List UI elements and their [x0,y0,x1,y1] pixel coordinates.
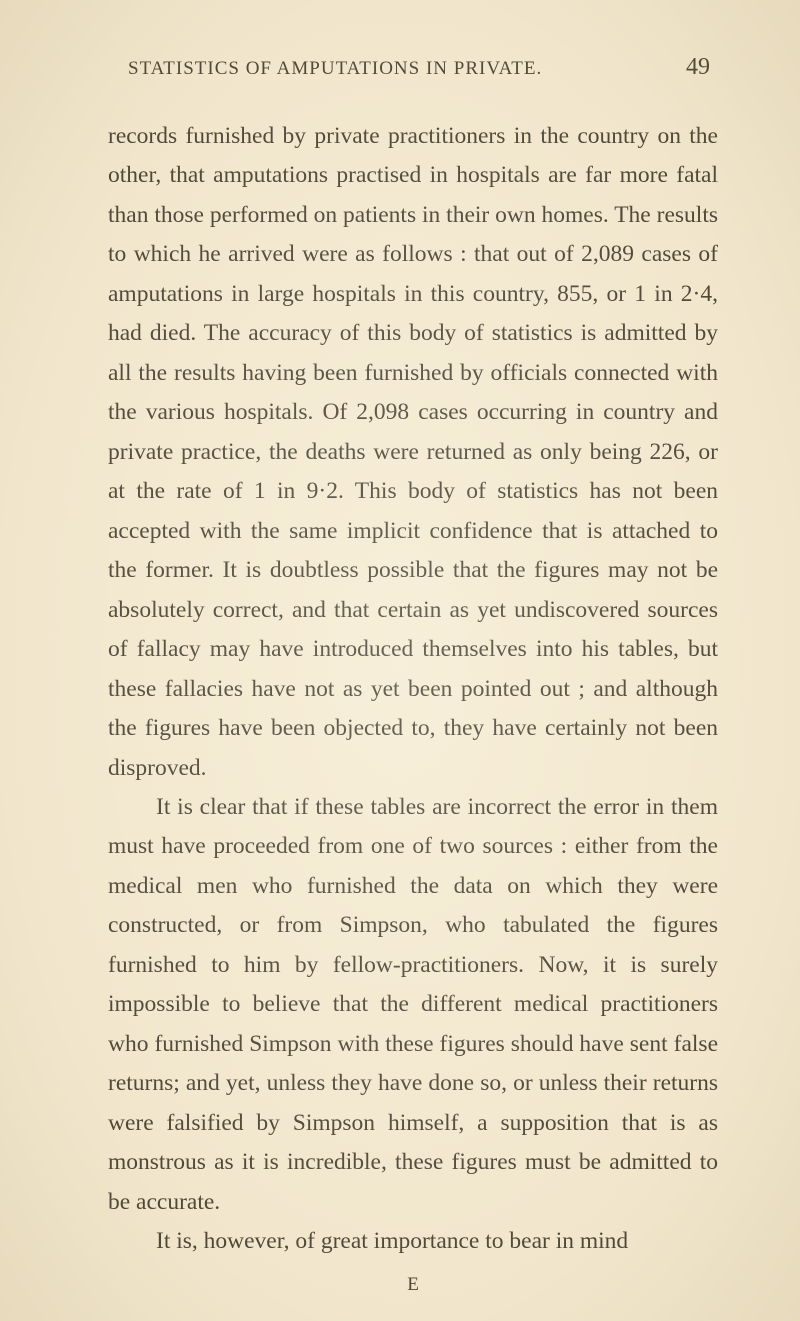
paragraph-2: It is clear that if these tables are inc… [108,788,718,1222]
paragraph-3: It is, however, of great importance to b… [108,1222,718,1261]
signature-mark: E [108,1274,718,1296]
paragraph-1: records furnished by private practitione… [108,117,718,788]
document-page: STATISTICS OF AMPUTATIONS IN PRIVATE. 49… [0,0,800,1321]
page-header: STATISTICS OF AMPUTATIONS IN PRIVATE. 49 [108,54,718,81]
header-title: STATISTICS OF AMPUTATIONS IN PRIVATE. [128,58,542,80]
page-number: 49 [686,54,718,81]
body-text: records furnished by private practitione… [108,117,718,1262]
